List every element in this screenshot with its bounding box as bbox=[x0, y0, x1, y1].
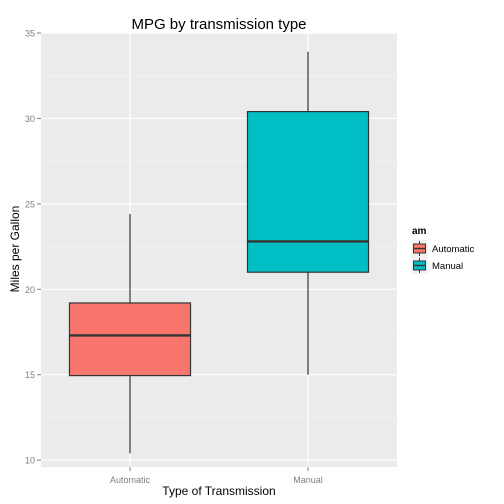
y-tick-label: 20 bbox=[25, 285, 35, 295]
legend: am Automatic Manual bbox=[411, 226, 474, 274]
y-tick-label: 15 bbox=[25, 370, 35, 380]
box-layer bbox=[68, 51, 370, 454]
iqr-box bbox=[68, 302, 192, 377]
x-tick-label: Automatic bbox=[110, 475, 151, 485]
legend-key-manual bbox=[411, 257, 428, 274]
y-tick-label: 35 bbox=[25, 29, 35, 39]
legend-label: Automatic bbox=[432, 244, 474, 255]
x-axis: Automatic Manual bbox=[110, 467, 323, 485]
chart-title: MPG by transmission type bbox=[131, 16, 306, 33]
legend-title: am bbox=[412, 226, 427, 237]
box-manual bbox=[246, 51, 370, 375]
box-automatic bbox=[68, 214, 192, 454]
y-axis-label: Miles per Gallon bbox=[8, 206, 22, 293]
legend-key-automatic bbox=[411, 240, 428, 257]
y-tick-label: 30 bbox=[25, 114, 35, 124]
x-tick-label: Manual bbox=[293, 475, 323, 485]
y-tick-label: 25 bbox=[25, 199, 35, 209]
iqr-box bbox=[246, 110, 370, 273]
legend-label: Manual bbox=[432, 261, 463, 272]
x-axis-label: Type of Transmission bbox=[162, 484, 275, 498]
y-tick-label: 10 bbox=[25, 456, 35, 466]
y-axis: 10 15 20 25 30 35 bbox=[25, 29, 41, 466]
